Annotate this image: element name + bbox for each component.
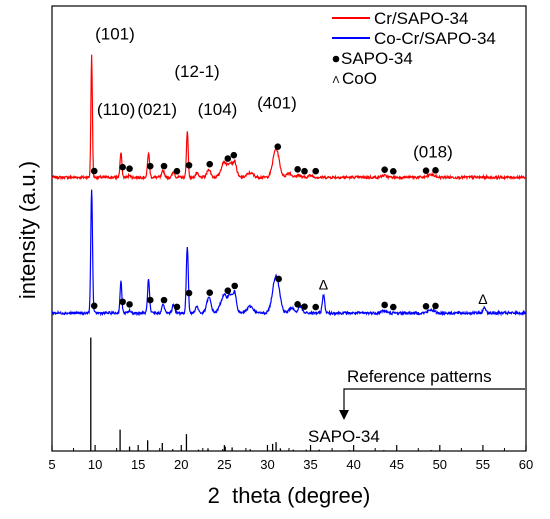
sapo-marker-0-8 xyxy=(224,155,232,162)
plot-frame xyxy=(51,5,527,452)
peak-annotation-1: (110) xyxy=(97,100,135,119)
sapo-marker-0-5 xyxy=(173,167,181,175)
reference-pattern xyxy=(90,337,432,451)
legend-swatch-2 xyxy=(332,55,340,63)
series-line-1 xyxy=(51,189,527,317)
x-tick-label-3: 20 xyxy=(174,457,188,472)
x-tick-label-0: 5 xyxy=(48,457,55,472)
sapo-marker-1-0 xyxy=(90,302,98,310)
peak-annotation-5: (401) xyxy=(257,93,297,112)
peak-annotation-6: (018) xyxy=(413,142,453,161)
sapo-marker-0-11 xyxy=(294,166,301,173)
reference-patterns-label: Reference patterns xyxy=(347,367,492,386)
coo-marker-1-1: Δ xyxy=(478,291,487,307)
x-tick-label-11: 60 xyxy=(519,457,533,472)
sapo-marker-1-12 xyxy=(301,303,308,310)
sapo-marker-0-3 xyxy=(146,162,154,170)
sapo-marker-1-13 xyxy=(312,303,320,311)
sapo-marker-1-9 xyxy=(231,282,239,290)
sapo-marker-1-6 xyxy=(185,289,193,297)
coo-marker-1-0: Δ xyxy=(319,276,328,292)
x-tick-label-1: 10 xyxy=(88,457,102,472)
x-tick-label-7: 40 xyxy=(346,457,360,472)
series-layer xyxy=(51,54,527,317)
sapo-marker-1-2 xyxy=(126,301,133,308)
sapo-marker-0-2 xyxy=(126,165,133,172)
x-tick-label-4: 25 xyxy=(217,457,231,472)
sapo-marker-0-1 xyxy=(119,163,126,171)
marker-layer: ΔΔ xyxy=(90,143,488,311)
x-axis: 5 10 15 20 25 30 35 40 45 50 55 60 xyxy=(48,445,533,472)
sapo-marker-0-7 xyxy=(206,160,214,168)
sapo-marker-0-4 xyxy=(160,162,168,170)
callout-arrow-head xyxy=(339,410,349,420)
legend-swatch-3: Λ xyxy=(333,75,340,86)
sapo-marker-0-9 xyxy=(230,151,238,159)
sapo-marker-0-17 xyxy=(432,167,439,174)
sapo-marker-1-3 xyxy=(146,296,154,304)
legend-label-1: Co-Cr/SAPO-34 xyxy=(374,29,496,48)
x-tick-label-10: 55 xyxy=(476,457,490,472)
sapo-marker-1-11 xyxy=(294,301,301,308)
sapo-marker-0-0 xyxy=(90,167,98,175)
y-axis-label: intensity (a.u.) xyxy=(15,161,40,299)
x-tick-label-8: 45 xyxy=(389,457,403,472)
sapo-marker-1-10 xyxy=(275,275,282,283)
sapo-marker-0-16 xyxy=(422,167,430,174)
sapo-marker-1-8 xyxy=(224,287,232,295)
sapo-marker-0-14 xyxy=(381,166,388,173)
sapo-marker-1-1 xyxy=(119,298,126,306)
x-axis-label: 2 theta (degree) xyxy=(208,483,371,508)
sapo-marker-1-4 xyxy=(160,296,168,304)
sapo-marker-1-16 xyxy=(422,303,430,310)
sapo-marker-0-12 xyxy=(301,167,308,175)
x-tick-label-5: 30 xyxy=(260,457,274,472)
sapo-marker-1-14 xyxy=(381,301,388,309)
x-tick-label-6: 35 xyxy=(303,457,317,472)
sapo-marker-0-13 xyxy=(312,167,320,175)
sapo-reference-label: SAPO-34 xyxy=(308,427,380,446)
peak-annotation-0: (101) xyxy=(95,24,135,43)
sapo-marker-1-7 xyxy=(206,289,214,296)
legend-label-3: CoO xyxy=(342,69,377,88)
sapo-marker-0-15 xyxy=(389,168,397,175)
peak-annotation-2: (021) xyxy=(137,100,177,119)
legend-label-2: SAPO-34 xyxy=(341,49,413,68)
peak-annotation-4: (104) xyxy=(198,100,238,119)
legend-label-0: Cr/SAPO-34 xyxy=(374,9,468,28)
sapo-marker-1-17 xyxy=(432,302,439,310)
sapo-marker-1-5 xyxy=(173,303,181,311)
annotation-layer: (101) (110) (021) (12-1) (104) (401) (018) xyxy=(95,24,453,161)
callout-bracket-line xyxy=(343,388,525,412)
sapo-marker-0-10 xyxy=(274,143,282,150)
sapo-marker-0-6 xyxy=(185,161,193,169)
x-tick-label-9: 50 xyxy=(433,457,447,472)
reference-callout: Reference patterns SAPO-34 xyxy=(308,367,525,446)
peak-annotation-3: (12-1) xyxy=(174,62,219,81)
sapo-marker-1-15 xyxy=(389,303,397,311)
series-line-0 xyxy=(51,54,527,181)
x-tick-label-2: 15 xyxy=(131,457,145,472)
